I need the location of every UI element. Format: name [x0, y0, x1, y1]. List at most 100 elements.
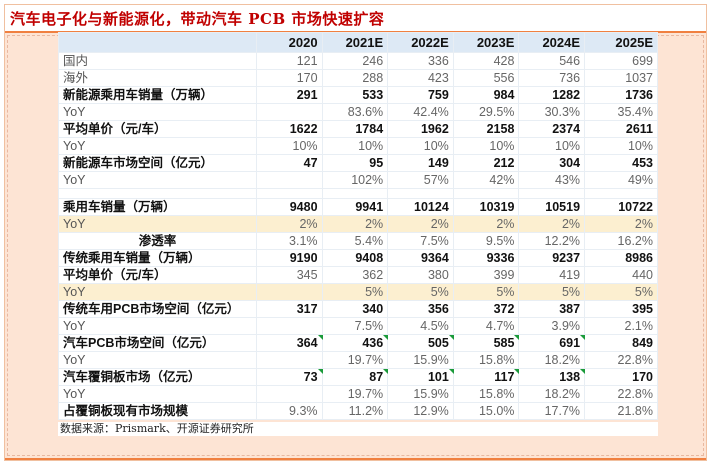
row-label: 新能源乘用车销量（万辆）	[58, 86, 257, 104]
comment-flag-icon	[514, 335, 520, 340]
cell-value: 10722	[618, 200, 653, 214]
cell-value: 10%	[292, 139, 318, 153]
cell-value: 9941	[355, 200, 384, 214]
comment-flag-icon	[383, 335, 389, 340]
table-cell: 849	[584, 334, 658, 352]
cell-value: 10%	[627, 139, 653, 153]
cell-value: 2%	[299, 217, 318, 231]
cell-value: 585	[493, 336, 515, 350]
cell-value: 2%	[430, 217, 449, 231]
table-cell: 8986	[584, 249, 658, 267]
table-cell: 9480	[255, 198, 323, 216]
table-cell: 699	[584, 52, 658, 70]
cell-value: 556	[493, 71, 515, 85]
cell-value: 5%	[634, 285, 653, 299]
table-cell: 585	[452, 334, 520, 352]
table-cell: 7.5%	[321, 317, 389, 335]
cell-value: 30.3%	[544, 105, 581, 119]
table-cell: 533	[321, 86, 389, 104]
cell-value: 288	[362, 71, 384, 85]
table-cell: 7.5%	[387, 232, 454, 250]
cell-value: 7.5%	[420, 234, 449, 248]
row-label: 传统车用PCB市场空间（亿元）	[58, 300, 257, 318]
cell-value: 2%	[561, 217, 581, 231]
table-cell: 19.7%	[321, 351, 389, 369]
table-cell: 340	[321, 300, 389, 318]
cell-value: 246	[362, 54, 384, 68]
table-cell: 73	[255, 368, 323, 386]
cell-value: 387	[559, 302, 581, 316]
row-label	[58, 188, 257, 199]
cell-value: 364	[296, 336, 318, 350]
cell-value: 395	[632, 302, 653, 316]
cell-value: 11.2%	[348, 404, 384, 418]
table-header-row: 2020 2021E 2022E 2023E 2024E 2025E	[58, 32, 658, 53]
cell-value: 4.5%	[420, 319, 449, 333]
cell-value: 73	[303, 370, 318, 384]
comment-flag-icon	[383, 369, 389, 374]
table-cell: 4.7%	[452, 317, 520, 335]
table-cell: 29.5%	[452, 103, 520, 121]
cell-value: 4.7%	[485, 319, 515, 333]
table-cell: 12.9%	[387, 402, 454, 420]
table-cell: 372	[452, 300, 520, 318]
cell-value: 356	[427, 302, 449, 316]
cell-value: 691	[559, 336, 581, 350]
cell-value: 984	[493, 88, 515, 102]
table-cell: 9408	[321, 249, 389, 267]
table-cell: 16.2%	[584, 232, 658, 250]
table-cell: 57%	[387, 171, 454, 189]
cell-value: 3.9%	[551, 319, 581, 333]
cell-value: 372	[493, 302, 515, 316]
cell-value: 1037	[625, 71, 653, 85]
table-row: 新能源车市场空间（亿元） 47 95 149 212 304 453	[58, 154, 658, 172]
table-cell: 47	[255, 154, 323, 172]
table-cell: 49%	[584, 171, 658, 189]
row-label: 渗透率	[58, 232, 257, 250]
cell-value: 849	[632, 336, 653, 350]
data-table: 2020 2021E 2022E 2023E 2024E 2025E 国内 121 246 33…	[58, 32, 658, 420]
table-cell: 15.8%	[452, 385, 520, 403]
table-cell: 556	[452, 69, 520, 87]
table-cell: 1622	[255, 120, 323, 138]
cell-value: 380	[427, 268, 449, 282]
column-header: 2024E	[518, 32, 586, 53]
table-cell: 9941	[321, 198, 389, 216]
table-cell: 121	[255, 52, 323, 70]
table-cell: 15.0%	[452, 402, 520, 420]
table-row: YoY 10% 10% 10% 10% 10% 10%	[58, 137, 658, 155]
row-label: 汽车覆铜板市场（亿元）	[58, 368, 257, 386]
table-cell: 138	[518, 368, 586, 386]
cell-value: 345	[296, 268, 318, 282]
cell-value: 2.1%	[624, 319, 654, 333]
table-row: 占覆铜板现有市场规模 9.3% 11.2% 12.9% 15.0% 17.7% 21.8%	[58, 402, 658, 420]
table-cell: 10%	[255, 137, 323, 155]
table-row	[58, 188, 658, 199]
table-row: 传统乘用车销量（万辆） 9190 9408 9364 9336 9237 8986	[58, 249, 658, 267]
table-cell: 1962	[387, 120, 454, 138]
cell-value: 1622	[289, 122, 318, 136]
cell-value: 5%	[365, 285, 384, 299]
cell-value: 1962	[420, 122, 449, 136]
cell-value: 5.4%	[354, 234, 384, 248]
cell-value: 83.6%	[347, 105, 384, 119]
cell-value: 546	[559, 54, 581, 68]
cell-value: 436	[362, 336, 384, 350]
comment-flag-icon	[448, 335, 454, 340]
table-cell: 11.2%	[321, 402, 389, 420]
table-cell: 317	[255, 300, 323, 318]
table-cell: 5%	[321, 283, 389, 301]
cell-value: 42.4%	[413, 105, 449, 119]
cell-value: 10%	[358, 139, 384, 153]
table-cell: 2%	[584, 215, 658, 233]
comment-flag-icon	[448, 369, 454, 374]
cell-value: 423	[427, 71, 449, 85]
table-cell: 395	[584, 300, 658, 318]
table-row: 平均单价（元/车） 345 362 380 399 419 440	[58, 266, 658, 284]
table-row: 渗透率 3.1% 5.4% 7.5% 9.5% 12.2% 16.2%	[58, 232, 658, 250]
table-cell: 9364	[387, 249, 454, 267]
row-label: YoY	[58, 317, 257, 335]
cell-value: 440	[632, 268, 653, 282]
cell-value: 2%	[365, 217, 384, 231]
table-row: YoY 83.6% 42.4% 29.5% 30.3% 35.4%	[58, 103, 658, 121]
